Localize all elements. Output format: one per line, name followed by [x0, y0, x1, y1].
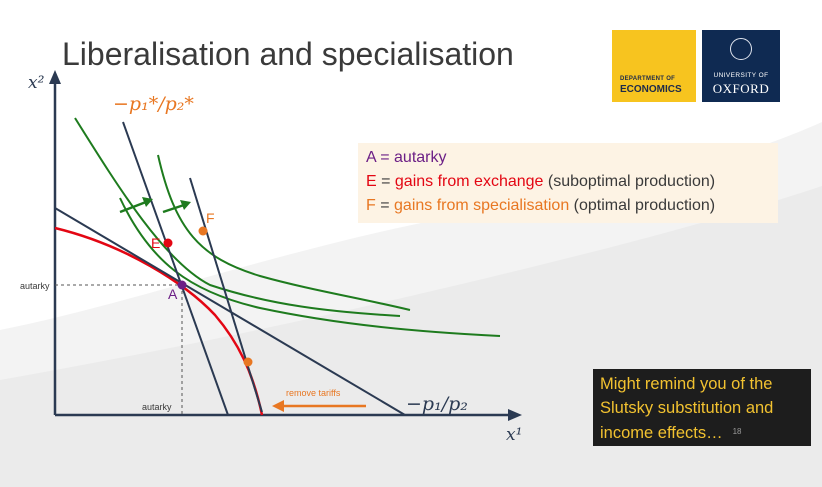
indifference-curve-autarky	[119, 197, 501, 337]
note-line-2: Slutsky substitution and	[600, 399, 774, 417]
shift-arrow-2-head-icon	[180, 200, 191, 210]
legend-item-f: F = gains from specialisation (optimal p…	[366, 194, 778, 218]
world-price-label: −p₁*/p₂*	[113, 93, 194, 115]
shift-arrow-1-head-icon	[142, 197, 153, 207]
note-line-3-row: income effects… 18	[600, 420, 811, 445]
page-title: Liberalisation and specialisation	[62, 36, 514, 72]
remove-tariffs-arrow-head-icon	[272, 400, 284, 412]
world-price-line-2	[189, 177, 263, 413]
point-f-label: F	[206, 210, 215, 226]
legend-box: A = autarky E = gains from exchange (sub…	[358, 143, 778, 223]
oxford-crest-icon	[730, 38, 752, 60]
legend-e-eq: =	[376, 173, 395, 190]
legend-f-text: gains from specialisation	[394, 197, 570, 214]
note-box: Might remind you of the Slutsky substitu…	[593, 369, 811, 446]
economics-logo: DEPARTMENT OF ECONOMICS	[612, 30, 696, 102]
autarky-y-label: autarky	[20, 281, 50, 291]
legend-f-symbol: F	[366, 197, 376, 214]
oxford-logo: UNIVERSITY OF OXFORD	[702, 30, 780, 102]
y-axis-arrow-icon	[49, 70, 61, 84]
y-axis-label: x²	[28, 73, 45, 93]
oxford-logo-line2: OXFORD	[712, 81, 770, 96]
shift-arrow-2	[162, 203, 185, 214]
legend-e-note: (suboptimal production)	[543, 173, 716, 190]
point-e-marker	[163, 238, 173, 248]
x-axis-arrow-icon	[508, 409, 522, 421]
point-e-label: E	[151, 235, 160, 251]
economics-logo-line1: DEPARTMENT OF	[620, 76, 676, 82]
legend-e-text: gains from exchange	[394, 173, 544, 190]
point-a-marker	[177, 280, 187, 290]
production-point-marker	[243, 357, 253, 367]
legend-a-symbol: A	[366, 149, 376, 166]
legend-f-eq: =	[375, 197, 395, 214]
economics-logo-line2: ECONOMICS	[620, 84, 682, 95]
domestic-price-line	[54, 207, 406, 416]
indifference-curve-specialisation	[157, 154, 411, 311]
legend-e-symbol: E	[366, 173, 377, 190]
legend-item-a: A = autarky	[366, 146, 778, 170]
remove-tariffs-label: remove tariffs	[286, 388, 341, 398]
page-number: 18	[732, 427, 742, 436]
domestic-price-label: −p₁/p₂	[406, 393, 468, 415]
indifference-curve-exchange	[74, 117, 401, 317]
legend-item-e: E = gains from exchange (suboptimal prod…	[366, 170, 778, 194]
point-a-label: A	[168, 286, 178, 302]
world-price-line-1	[122, 121, 229, 416]
oxford-logo-line1: UNIVERSITY OF	[713, 72, 769, 79]
note-line-1: Might remind you of the	[600, 375, 773, 393]
legend-a-eq: =	[375, 149, 395, 166]
note-line-3: income effects…	[600, 424, 723, 442]
legend-f-note: (optimal production)	[569, 197, 716, 214]
point-f-marker	[198, 226, 208, 236]
x-axis-label: x¹	[506, 425, 522, 445]
shift-arrow-1	[119, 200, 147, 214]
legend-a-text: autarky	[394, 149, 447, 166]
autarky-x-label: autarky	[142, 402, 172, 412]
